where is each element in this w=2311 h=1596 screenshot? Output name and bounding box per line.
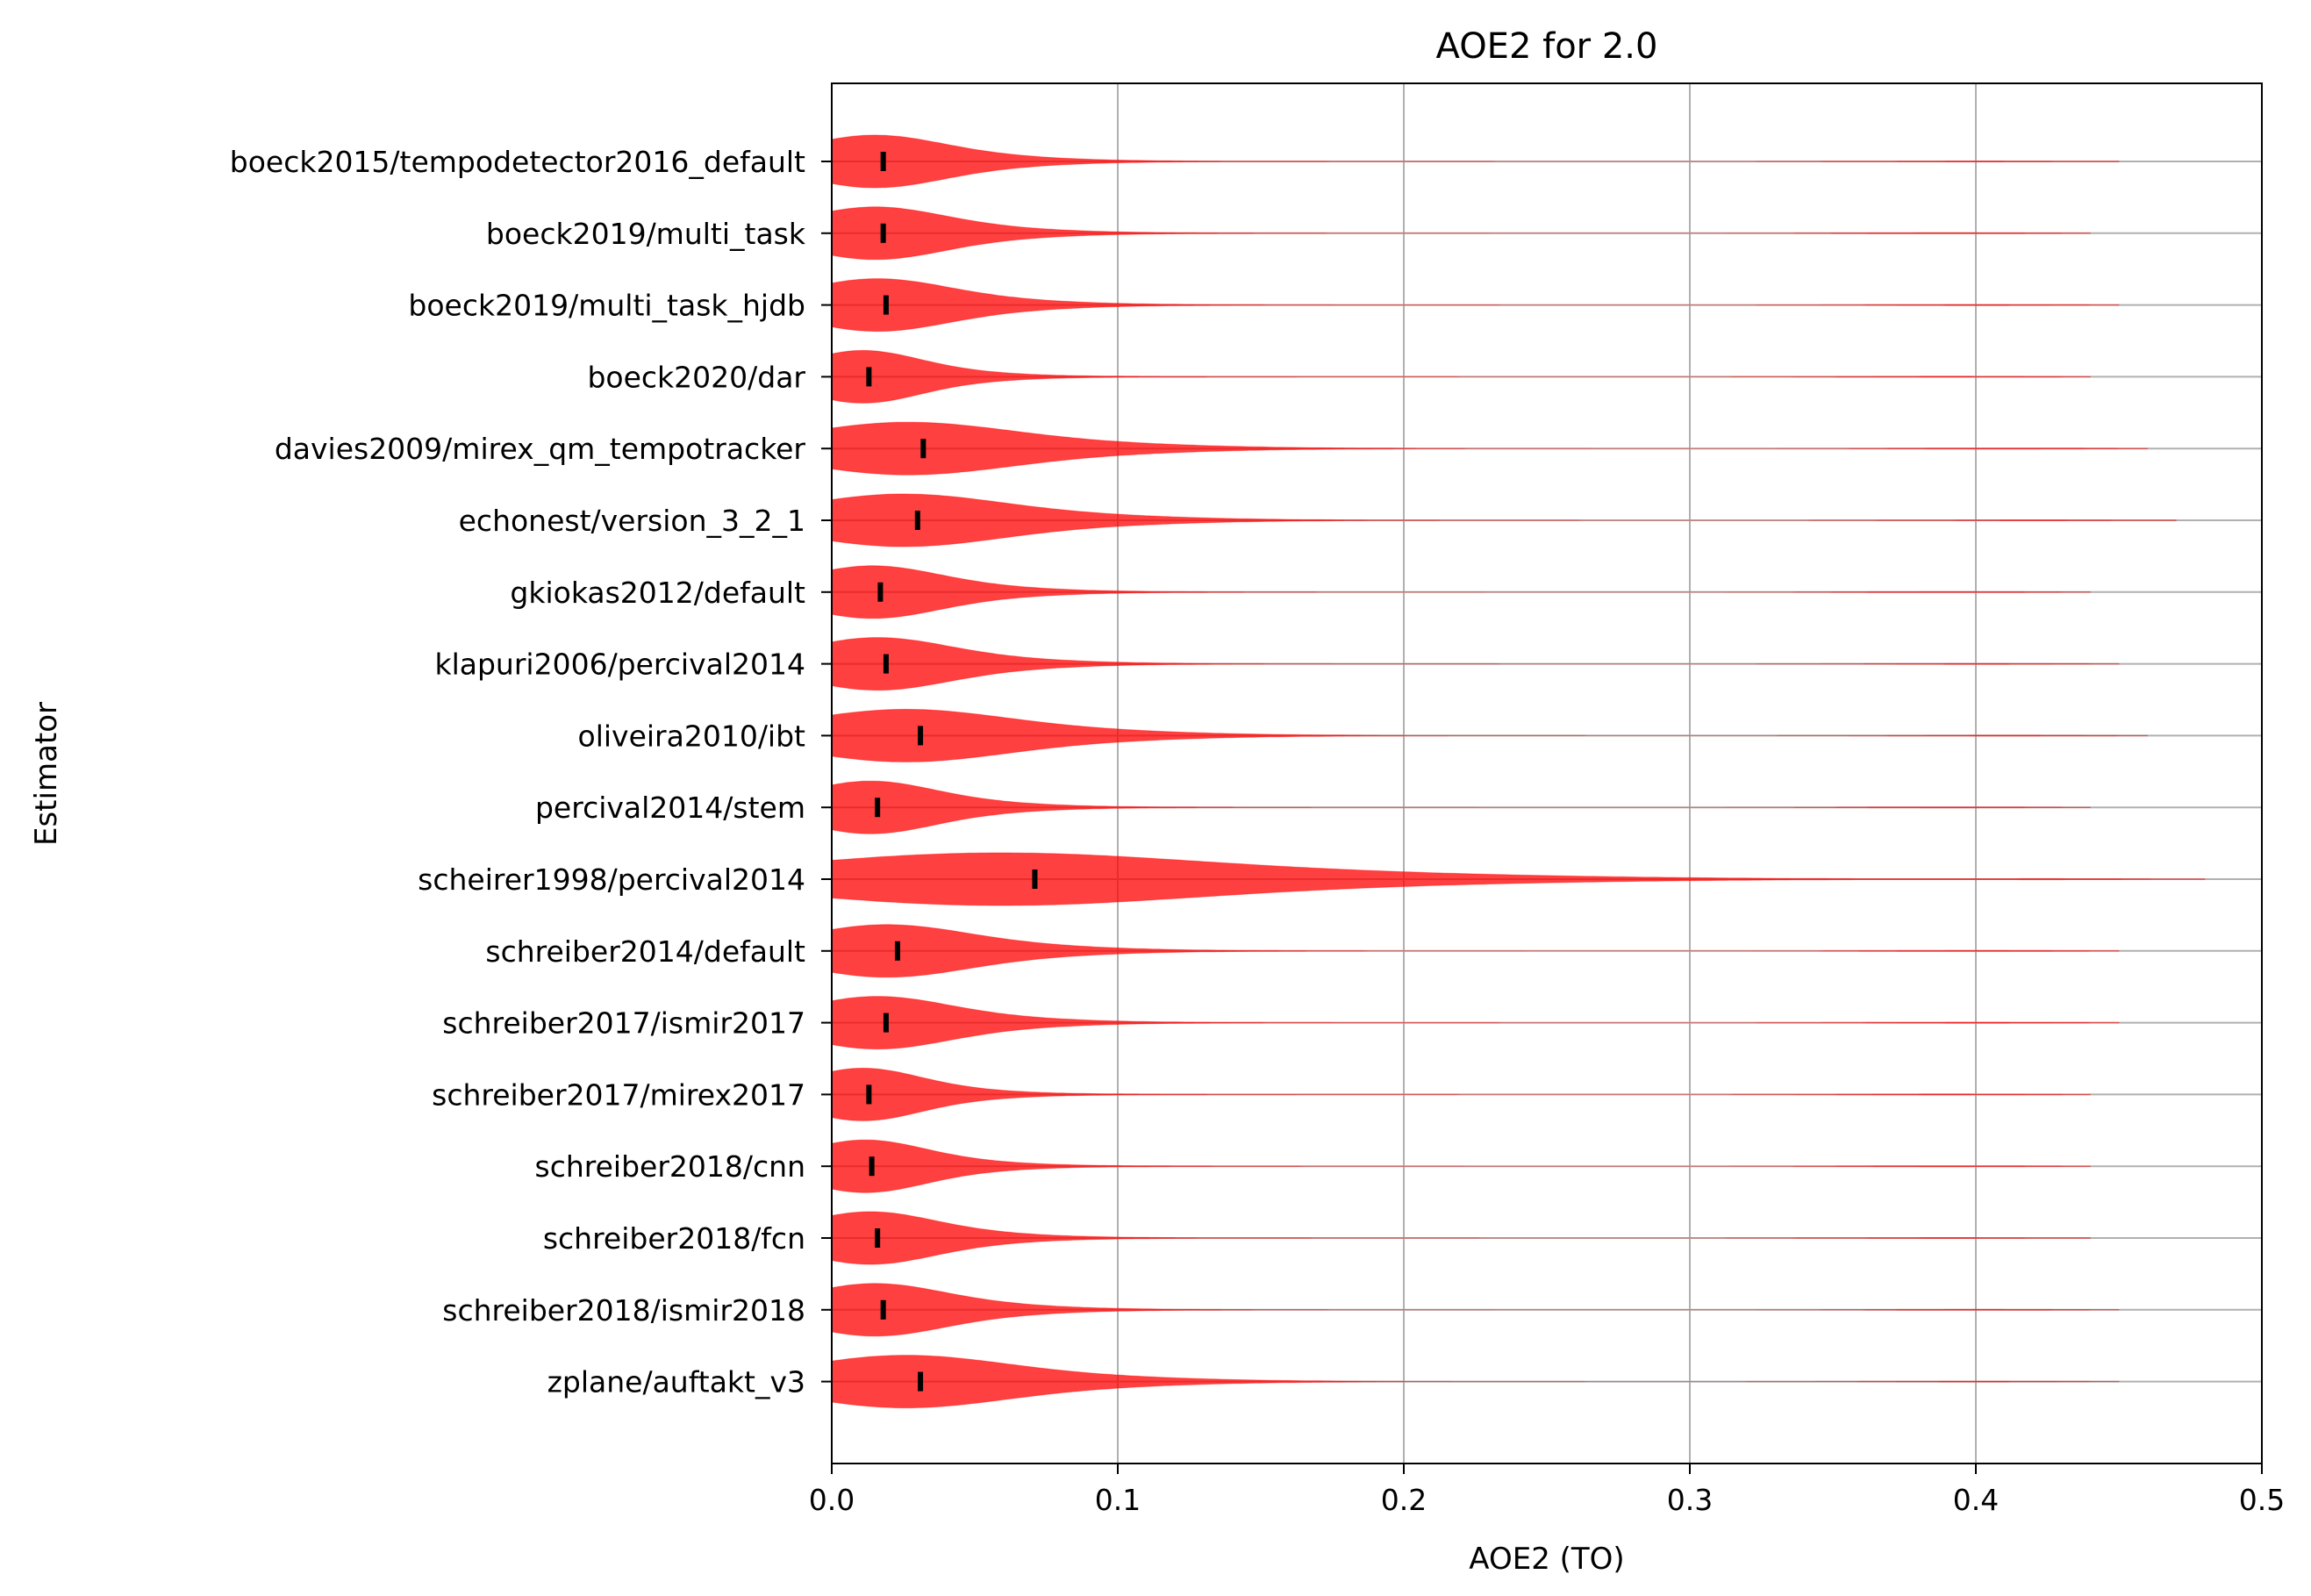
x-tick-label: 0.4 [1953,1483,1999,1517]
violin-body [831,924,2120,978]
y-tick-label: oliveira2010/ibt [578,719,806,753]
median-marker [880,152,886,171]
violins [831,134,2206,1409]
violin-body [831,421,2149,476]
median-marker [866,1084,872,1105]
y-axis-ticks: boeck2015/tempodetector2016_defaultboeck… [230,145,832,1399]
violin-body [831,493,2177,548]
y-tick-label: echonest/version_3_2_1 [459,504,805,538]
median-marker [920,439,927,459]
median-marker [918,1371,924,1392]
violin-body [831,1211,2091,1265]
violin-body [831,206,2091,261]
y-tick-label: schreiber2018/cnn [535,1149,805,1184]
violin-body [831,1355,2120,1409]
x-axis-ticks: 0.0 0.1 0.2 0.3 0.4 0.5 [809,1464,2285,1517]
y-tick-label: schreiber2018/fcn [543,1221,805,1256]
x-tick-label: 0.0 [809,1483,855,1517]
y-tick-label: gkiokas2012/default [510,576,805,610]
x-tick-label: 0.2 [1381,1483,1427,1517]
chart-title: AOE2 for 2.0 [1436,26,1658,67]
median-marker [883,1013,889,1033]
y-tick-label: boeck2019/multi_task_hjdb [408,289,805,323]
violin-body [831,349,2091,404]
median-marker [880,223,886,243]
median-marker [883,654,889,674]
y-tick-label: klapuri2006/percival2014 [434,648,805,682]
violin-body [831,1283,2120,1337]
median-marker [875,1228,881,1248]
median-marker [880,1299,886,1320]
violin-body [831,1067,2091,1121]
violin-body [831,565,2091,619]
y-tick-label: boeck2015/tempodetector2016_default [230,145,805,179]
y-tick-label: davies2009/mirex_qm_tempotracker [275,432,806,466]
plot-frame [831,82,2263,1464]
y-tick-label: boeck2020/dar [587,360,805,394]
violin-body [831,996,2120,1050]
median-marker [869,1156,875,1177]
median-marker [914,511,920,530]
y-tick-label: schreiber2017/ismir2017 [442,1006,805,1041]
median-marker [883,295,889,315]
y-axis-label: Estimator [29,702,64,846]
median-marker [918,726,924,746]
y-tick-label: boeck2019/multi_task [486,217,806,251]
median-marker [1032,870,1038,889]
median-markers [866,152,1038,1392]
violin-body [831,852,2206,906]
median-marker [877,582,884,602]
y-tick-label: scheirer1998/percival2014 [418,862,805,897]
median-marker [875,798,881,818]
x-tick-label: 0.5 [2239,1483,2285,1517]
y-tick-label: zplane/auftakt_v3 [547,1365,805,1399]
y-tick-label: schreiber2017/mirex2017 [432,1077,805,1112]
violin-body [831,1139,2091,1193]
violin-body [831,780,2091,834]
violin-body [831,278,2120,333]
x-tick-label: 0.3 [1667,1483,1713,1517]
x-axis-label: AOE2 (TO) [1469,1542,1624,1577]
violin-body [831,708,2149,762]
y-tick-label: schreiber2014/default [485,934,805,969]
median-marker [866,367,872,387]
median-marker [894,941,900,961]
violin-body [831,637,2120,691]
x-tick-label: 0.1 [1095,1483,1141,1517]
y-tick-label: schreiber2018/ismir2018 [442,1293,805,1328]
y-tick-label: percival2014/stem [535,791,805,825]
violin-body [831,134,2120,189]
